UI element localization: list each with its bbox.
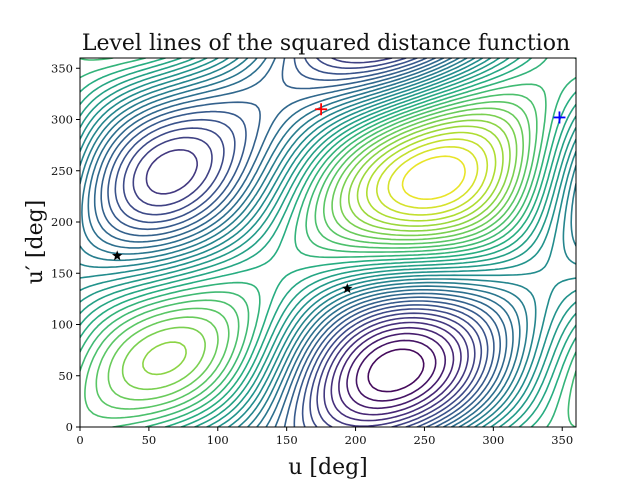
contour-lines [80,58,576,427]
x-tick-label: 150 [276,433,298,447]
x-axis-label: u [deg] [288,455,368,480]
x-tick-label: 0 [76,433,83,447]
contour-level-line [93,58,508,427]
chart-title: Level lines of the squared distance func… [82,31,570,56]
y-tick-label: 0 [66,420,73,434]
contour-level-line [80,58,576,427]
x-tick-label: 100 [207,433,229,447]
contour-level-line [366,131,497,222]
y-tick-label: 350 [51,61,73,75]
contour-level-line [346,332,447,410]
contour-level-line [87,58,514,427]
contour-level-line [121,113,518,391]
chart-markers [111,103,566,294]
x-tick-label: 350 [551,433,573,447]
plot-frame [79,57,577,428]
contour-level-line [122,58,483,427]
contour-level-line [100,58,501,427]
y-axis-ticks: 0 50 100 150 200 250 300 350 [51,61,80,434]
contour-level-line [376,138,489,216]
plus-marker [553,111,566,124]
contour-level-line [330,321,462,422]
contour-level-line [95,101,531,410]
contour-level-line [107,58,495,427]
contour-level-line [355,339,437,402]
y-tick-label: 250 [51,164,73,178]
y-tick-label: 200 [51,215,73,229]
contour-level-line [132,58,476,427]
y-tick-label: 150 [51,266,73,280]
x-tick-label: 50 [142,433,157,447]
contour-level-line [145,149,469,427]
contour-level-line [338,326,455,416]
contour-level-line [401,155,466,200]
contour-level-line [84,93,538,419]
contour-level-line [356,125,504,227]
x-tick-label: 250 [413,433,435,447]
contour-level-line [80,58,576,427]
x-tick-label: 200 [345,433,367,447]
contour-level-line [81,58,521,427]
y-axis-label: u′ [deg] [23,200,48,285]
y-tick-label: 300 [51,113,73,127]
contour-level-line [107,107,524,401]
x-tick-label: 300 [482,433,504,447]
star-marker [111,250,123,261]
contour-level-line [367,348,425,393]
contour-level-line [114,58,489,427]
contour-level-line [387,146,479,209]
contour-level-line [80,58,576,427]
plus-marker [315,103,328,116]
y-tick-label: 100 [51,318,73,332]
contour-level-line [142,119,511,376]
star-marker [342,283,353,294]
y-tick-label: 50 [58,369,73,383]
x-axis-ticks: 0 50 100 150 200 250 300 350 [76,427,573,447]
